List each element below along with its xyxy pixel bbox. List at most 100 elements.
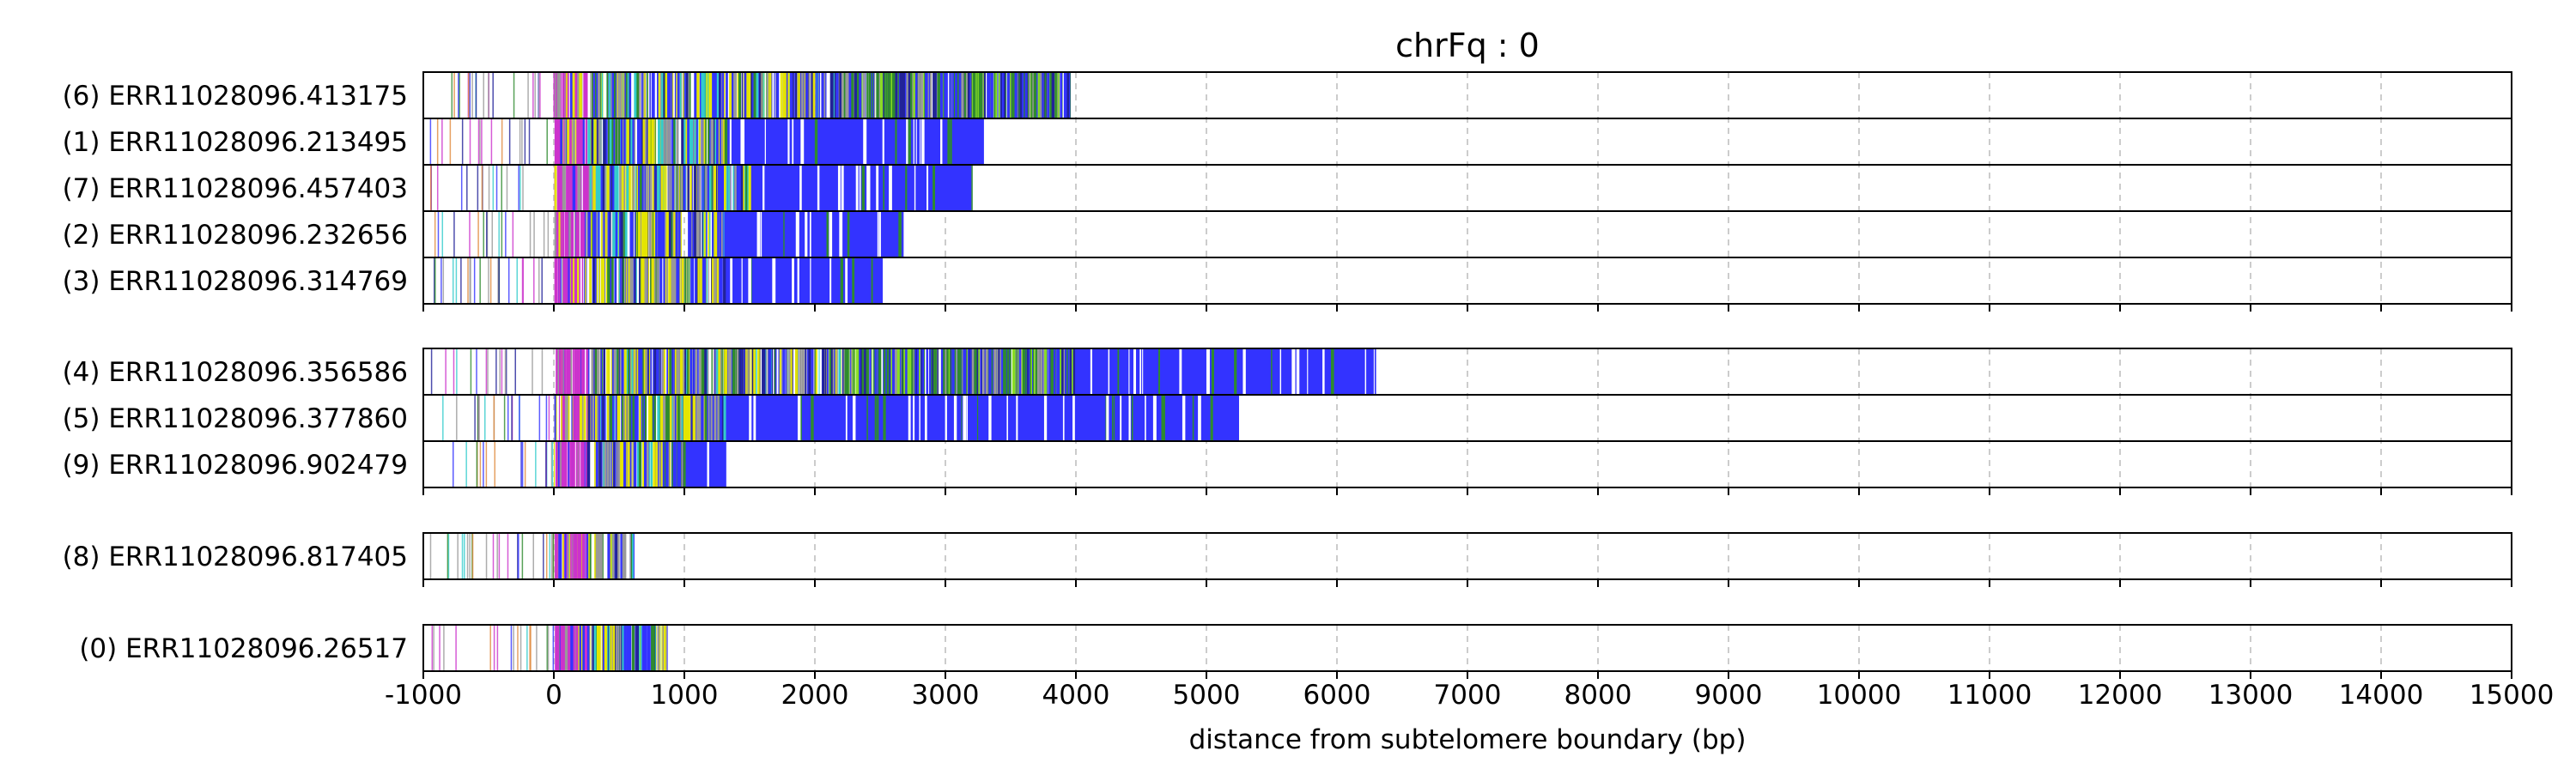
read-stripe — [789, 73, 791, 118]
read-stripe — [453, 212, 455, 257]
read-stripe — [989, 349, 992, 394]
read-stripe — [582, 442, 586, 487]
read-stripe — [603, 442, 605, 487]
read-stripe — [568, 166, 571, 210]
read-stripe — [647, 73, 648, 118]
read-stripe — [721, 119, 723, 164]
read-stripe — [568, 349, 571, 394]
read-stripe — [736, 349, 739, 394]
read-stripe — [650, 258, 653, 303]
read-stripe — [655, 166, 658, 210]
read-stripe — [579, 534, 582, 578]
read-stripe — [671, 73, 674, 118]
read-stripe — [656, 349, 659, 394]
read-stripe — [625, 258, 627, 303]
read-stripe — [589, 534, 592, 578]
read-stripe — [496, 626, 499, 670]
read-stripe — [687, 396, 690, 440]
read-stripe — [705, 396, 708, 440]
read-stripe — [681, 349, 683, 394]
read-stripe — [714, 212, 717, 257]
read-stripe — [924, 396, 927, 440]
read-stripe — [645, 119, 647, 164]
read-stripe — [600, 212, 603, 257]
read-stripe — [585, 258, 586, 303]
read-stripe — [694, 258, 697, 303]
read-stripe — [651, 258, 654, 303]
read-stripe — [638, 442, 642, 487]
read-stripe — [644, 442, 647, 487]
read-stripe — [874, 396, 877, 440]
read-stripe — [637, 442, 641, 487]
read-stripe — [756, 73, 759, 118]
read-stripe — [871, 258, 873, 303]
read-stripe — [673, 258, 675, 303]
read-stripe — [572, 349, 574, 394]
read-stripe — [494, 442, 495, 487]
read-stripe — [641, 258, 644, 303]
read-stripe — [724, 349, 726, 394]
read-stripe — [642, 349, 644, 394]
read-stripe — [696, 73, 700, 118]
read-stripe — [655, 212, 659, 257]
read-stripe — [1042, 349, 1044, 394]
read-stripe — [703, 119, 706, 164]
read-stripe — [823, 73, 826, 118]
read-stripe — [797, 258, 799, 303]
read-stripe — [1182, 396, 1186, 440]
read-stripe — [680, 212, 682, 257]
read-stripe — [872, 73, 875, 118]
read-stripe — [565, 349, 567, 394]
read-stripe — [453, 73, 455, 118]
read-stripe — [571, 396, 573, 440]
read-stripe — [1163, 396, 1165, 440]
read-stripe — [1074, 349, 1078, 394]
read-stripe — [1068, 349, 1071, 394]
read-stripe — [519, 119, 521, 164]
read-stripe — [689, 258, 690, 303]
read-stripe — [720, 166, 722, 210]
read-stripe — [538, 258, 540, 303]
read-stripe — [623, 119, 626, 164]
read-stripe — [588, 349, 590, 394]
read-stripe — [567, 349, 569, 394]
read-stripe — [690, 212, 692, 257]
read-stripe — [617, 534, 620, 578]
read-stripe — [758, 73, 761, 118]
read-stripe — [585, 534, 586, 578]
read-stripe — [802, 73, 806, 118]
read-stripe — [1133, 349, 1136, 394]
read-stripe — [1060, 73, 1063, 118]
read-stripe — [530, 626, 532, 670]
read-stripe — [824, 349, 827, 394]
read-stripe — [584, 166, 586, 210]
read-stripe — [570, 258, 574, 303]
read-stripe — [703, 166, 705, 210]
read-stripe — [624, 212, 628, 257]
read-stripe — [566, 73, 568, 118]
read-stripe — [945, 73, 948, 118]
read-stripe — [1210, 396, 1213, 440]
read-stripe — [622, 626, 624, 670]
read-stripe — [601, 212, 603, 257]
read-stripe — [1047, 73, 1050, 118]
read-stripe — [840, 73, 843, 118]
read-stripe — [679, 73, 682, 118]
read-stripe — [688, 119, 691, 164]
read-stripe — [637, 166, 641, 210]
read-stripe — [934, 349, 937, 394]
read-stripe — [608, 626, 611, 670]
read-stripe — [751, 349, 754, 394]
read-stripe — [908, 349, 913, 394]
read-stripe — [572, 73, 575, 118]
read-stripe — [716, 349, 719, 394]
read-stripe — [519, 166, 521, 210]
read-stripe — [653, 258, 658, 303]
read-stripe — [792, 73, 794, 118]
read-stripe — [522, 258, 525, 303]
read-stripe — [461, 119, 464, 164]
read-stripe — [646, 442, 649, 487]
read-stripe — [812, 73, 816, 118]
read-track — [430, 166, 973, 210]
read-stripe — [748, 349, 750, 394]
